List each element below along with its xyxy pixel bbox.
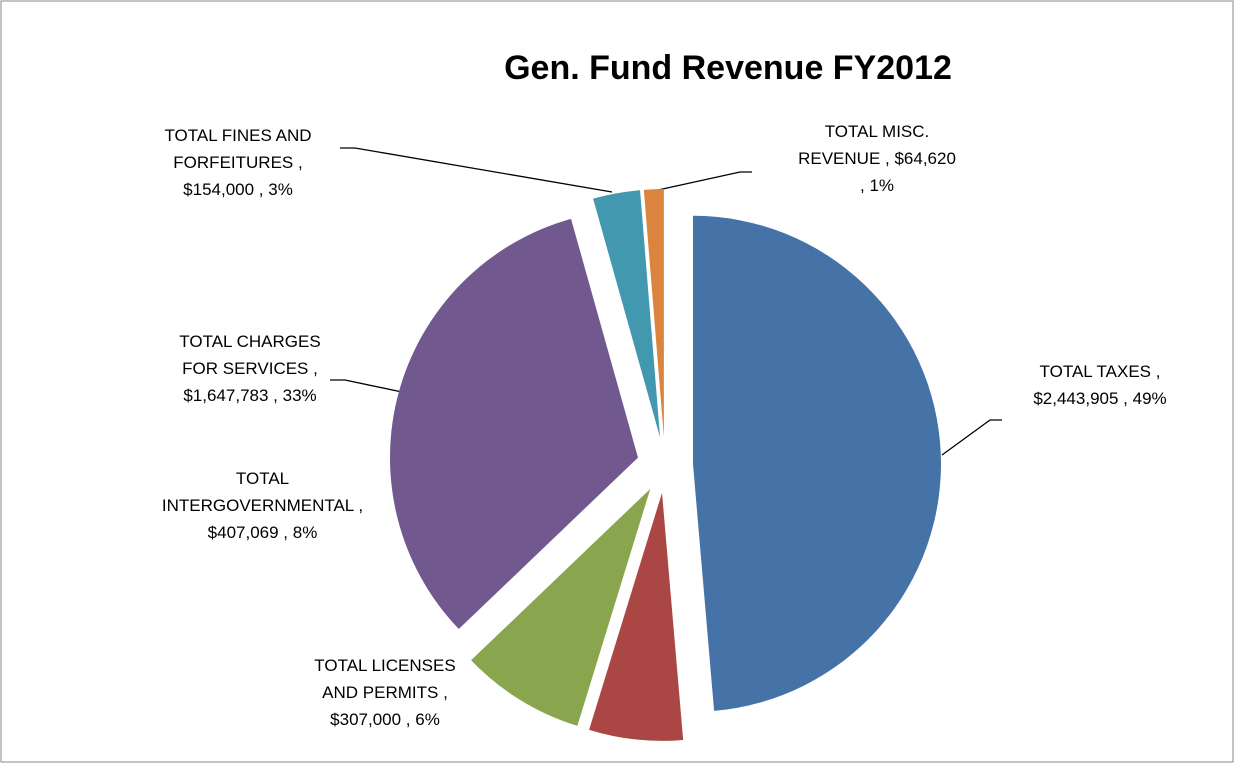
label-part: 49% bbox=[1132, 389, 1167, 408]
leader-line bbox=[340, 147, 613, 193]
label-part: TOTAL TAXES bbox=[1039, 362, 1152, 381]
pie-slice bbox=[389, 218, 638, 630]
label-part: , bbox=[438, 683, 448, 702]
label-part: $407,069 bbox=[207, 523, 279, 542]
chart-title: Gen. Fund Revenue FY2012 bbox=[504, 49, 952, 87]
pie-slice bbox=[589, 492, 684, 741]
pie-slice bbox=[593, 190, 661, 438]
label-part: TOTAL MISC. REVENUE bbox=[798, 122, 930, 168]
label-part: , bbox=[308, 359, 318, 378]
label-part: , bbox=[278, 523, 293, 542]
data-label: TOTAL TAXES , $2,443,905 , 49% bbox=[1000, 358, 1200, 412]
label-part: , bbox=[880, 149, 895, 168]
data-label: TOTAL FINES AND FORFEITURES , $154,000 ,… bbox=[148, 122, 328, 203]
label-part: $64,620 bbox=[894, 149, 956, 168]
label-part: TOTAL CHARGES FOR SERVICES bbox=[179, 332, 321, 378]
label-part: , bbox=[268, 386, 283, 405]
data-label: TOTAL CHARGES FOR SERVICES , $1,647,783 … bbox=[160, 328, 340, 409]
label-part: , bbox=[293, 153, 303, 172]
label-part: 3% bbox=[268, 180, 293, 199]
label-part: 1% bbox=[869, 176, 895, 195]
leader-line bbox=[330, 379, 403, 393]
label-part: , bbox=[353, 496, 364, 515]
data-label: TOTAL MISC. REVENUE , $64,620 , 1% bbox=[797, 118, 957, 199]
label-part: , bbox=[1118, 389, 1133, 408]
label-part: , bbox=[1151, 362, 1161, 381]
data-label: TOTAL LICENSES AND PERMITS , $307,000 , … bbox=[300, 652, 470, 733]
label-part: , bbox=[254, 180, 269, 199]
pie-slice bbox=[643, 189, 664, 438]
label-part: 6% bbox=[415, 710, 440, 729]
label-part: $1,647,783 bbox=[183, 386, 269, 405]
label-part: TOTAL INTERGOVERNMENTAL bbox=[161, 469, 354, 515]
label-part: , bbox=[401, 710, 416, 729]
label-part: $2,443,905 bbox=[1033, 389, 1119, 408]
label-part: $154,000 bbox=[183, 180, 255, 199]
data-label: TOTAL INTERGOVERNMENTAL , $407,069 , 8% bbox=[160, 465, 365, 546]
label-part: $307,000 bbox=[330, 710, 402, 729]
label-part: 33% bbox=[282, 386, 317, 405]
pie-slice bbox=[471, 488, 651, 726]
leader-lines bbox=[330, 147, 1002, 456]
label-part: 8% bbox=[292, 523, 318, 542]
label-part: TOTAL LICENSES AND PERMITS bbox=[314, 656, 456, 702]
label-part: TOTAL FINES AND FORFEITURES bbox=[164, 126, 312, 172]
leader-line bbox=[657, 171, 752, 191]
label-part: , bbox=[859, 176, 870, 195]
pie-slice bbox=[692, 215, 941, 711]
leader-line bbox=[941, 419, 1002, 456]
